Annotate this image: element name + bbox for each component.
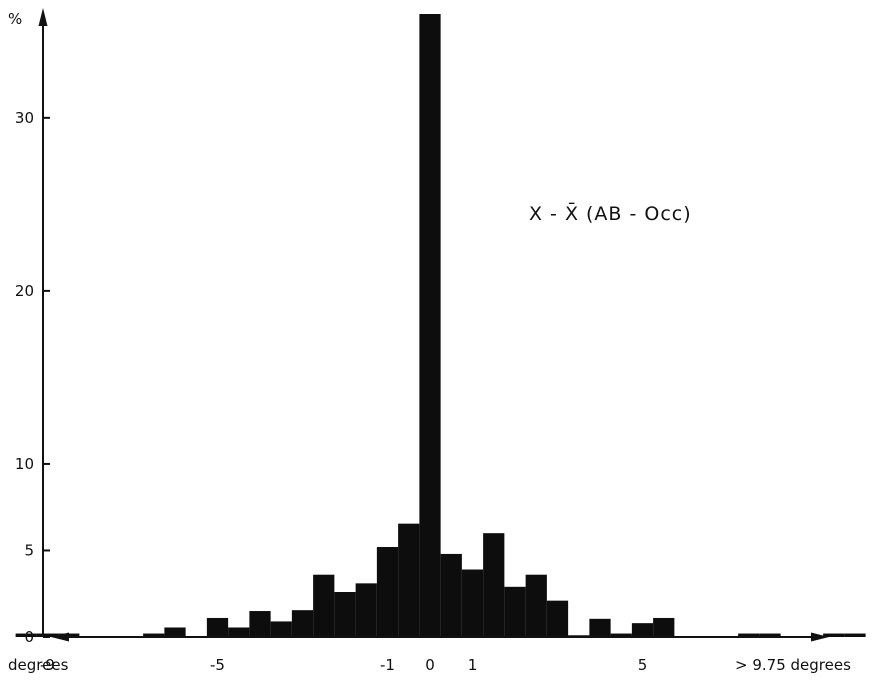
histogram-bar bbox=[461, 569, 484, 637]
histogram-bar bbox=[206, 617, 229, 637]
histogram-bar bbox=[355, 583, 377, 637]
x-tick-label: -1 bbox=[380, 656, 395, 674]
histogram-bar bbox=[376, 547, 399, 637]
histogram-bar bbox=[398, 523, 420, 637]
histogram-bar bbox=[631, 623, 654, 637]
y-tick-label: 5 bbox=[24, 541, 34, 559]
histogram-bar bbox=[589, 618, 611, 637]
histogram-bar bbox=[483, 533, 505, 637]
y-tick-label: 0 bbox=[24, 628, 34, 646]
histogram-bar bbox=[313, 574, 335, 637]
y-tick-label: 10 bbox=[15, 455, 34, 473]
x-axis-left-arrow-icon bbox=[51, 632, 69, 642]
histogram-bar bbox=[15, 633, 37, 637]
histogram-bar bbox=[419, 14, 441, 637]
y-tick-label: 30 bbox=[15, 109, 34, 127]
x-axis-right-label: > 9.75 degrees bbox=[735, 656, 851, 674]
y-ticks: 0 5 10 20 30 bbox=[15, 109, 50, 646]
y-axis-label: % bbox=[8, 10, 22, 28]
histogram-bar bbox=[270, 621, 292, 637]
histogram-bar bbox=[143, 633, 165, 637]
x-tick-label: -5 bbox=[210, 656, 225, 674]
chart-annotation: X - X̄ (AB - Occ) bbox=[529, 201, 692, 225]
histogram-bar bbox=[334, 592, 356, 637]
x-tick-label: 5 bbox=[638, 656, 648, 674]
x-tick-label: -9 bbox=[40, 656, 55, 674]
histogram-bar bbox=[291, 610, 314, 637]
bars-layer bbox=[15, 14, 866, 637]
histogram-bar bbox=[249, 611, 271, 637]
histogram-bar bbox=[504, 586, 526, 637]
histogram-bar bbox=[610, 633, 632, 637]
y-axis-arrow-icon bbox=[38, 8, 48, 26]
histogram-bar bbox=[653, 617, 675, 637]
histogram-bar bbox=[36, 633, 59, 637]
histogram-bar bbox=[440, 553, 462, 637]
histogram-bar bbox=[759, 633, 781, 637]
x-axis-right-arrow-icon bbox=[811, 632, 829, 642]
x-tick-label: 0 bbox=[425, 656, 435, 674]
x-axis-left-label: degrees bbox=[8, 656, 69, 674]
x-tick-label: 1 bbox=[468, 656, 478, 674]
histogram-bar bbox=[823, 633, 845, 637]
histogram-bar bbox=[164, 627, 186, 637]
histogram-bar bbox=[228, 627, 250, 637]
histogram-bar bbox=[546, 600, 569, 637]
histogram-bar bbox=[844, 633, 866, 637]
y-tick-label: 20 bbox=[15, 282, 34, 300]
histogram-bar bbox=[738, 633, 760, 637]
histogram-bar bbox=[525, 574, 547, 637]
x-ticks: -9 -5 -1 0 1 5 bbox=[40, 656, 647, 674]
